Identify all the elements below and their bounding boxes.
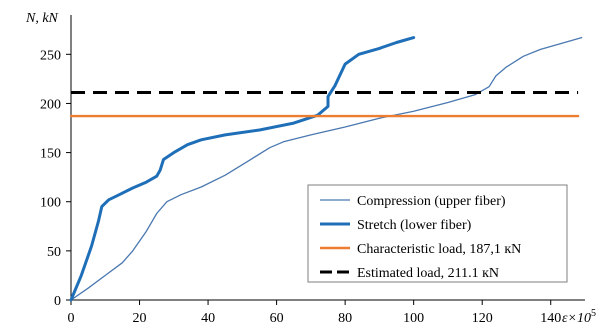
y-tick-label: 100 <box>40 196 61 211</box>
y-tick-label: 250 <box>40 48 61 63</box>
series-group <box>69 36 583 302</box>
x-tick-label: 60 <box>270 311 284 326</box>
y-axis-title: N, kN <box>25 11 59 26</box>
x-tick-label: 0 <box>68 311 75 326</box>
y-tick-label: 50 <box>47 245 61 260</box>
legend-label-1: Compression (upper fiber) <box>357 194 506 209</box>
x-axis-title-base: ε×10 <box>562 311 591 326</box>
x-tick-label: 40 <box>201 311 215 326</box>
x-axis-title-exponent: 5 <box>591 308 596 319</box>
y-tick-label: 200 <box>40 97 61 112</box>
x-tick-label: 20 <box>133 311 147 326</box>
legend: Compression (upper fiber) Stretch (lower … <box>307 184 568 283</box>
axes <box>70 15 585 301</box>
legend-label-4: Estimated load, 211.1 кN <box>357 266 499 281</box>
series-line-2 <box>69 36 416 302</box>
legend-label-3: Characteristic load, 187,1 кN <box>357 242 521 257</box>
series-line-1 <box>70 36 583 301</box>
x-tick-label: 120 <box>472 311 493 326</box>
x-tick-label: 140 <box>540 311 561 326</box>
legend-box <box>307 184 568 283</box>
x-tick-label: 100 <box>403 311 424 326</box>
y-tick-label: 0 <box>54 294 61 309</box>
x-axis-title: ε×105 <box>562 308 596 326</box>
x-tick-label: 80 <box>338 311 352 326</box>
y-tick-label: 150 <box>40 147 61 162</box>
legend-label-2: Stretch (lower fiber) <box>357 218 472 233</box>
